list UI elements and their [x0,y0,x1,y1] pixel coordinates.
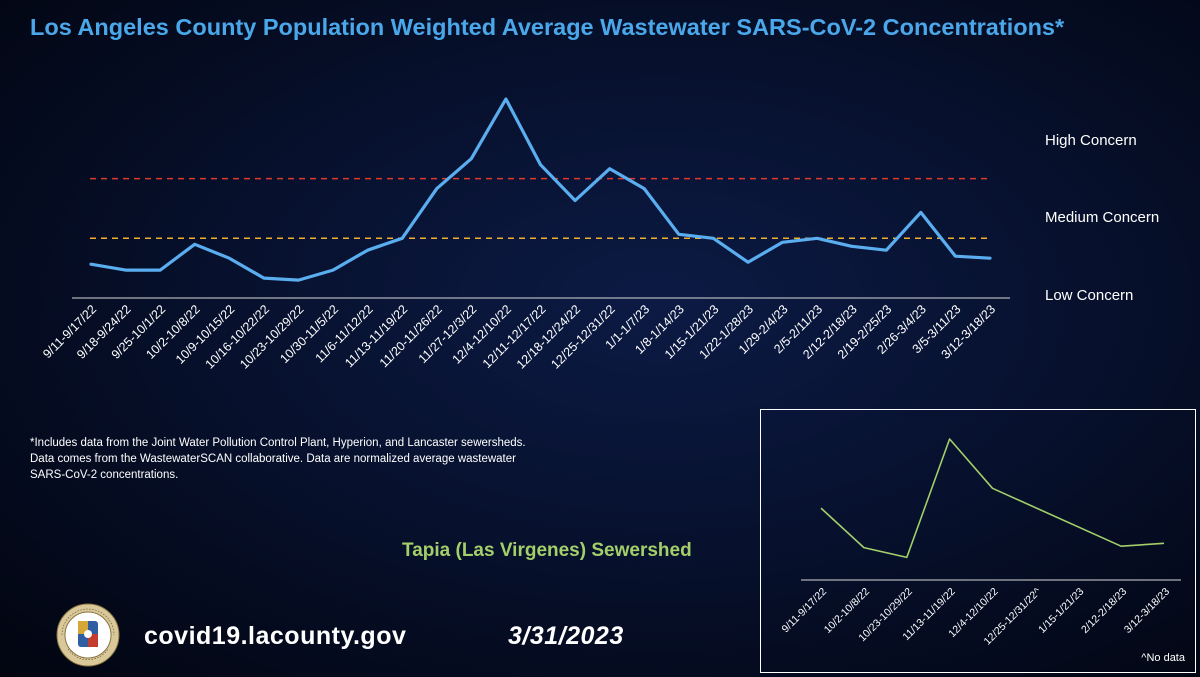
no-data-note: ^No data [1141,652,1185,664]
inset-chart-box: 9/11-9/17/22 10/2-10/8/22 10/23-10/29/22 11… [760,409,1196,673]
footnote-line: SARS-CoV-2 concentrations. [30,469,179,481]
footnote-line: Data comes from the WastewaterSCAN colla… [30,453,516,465]
report-date: 3/31/2023 [508,622,624,650]
website-link[interactable]: covid19.lacounty.gov [144,622,407,650]
main-chart: 9/11-9/17/229/18-9/24/229/25-10/1/2210/2… [72,97,1010,299]
inset-series-line [820,438,1165,559]
footnote: *Includes data from the Joint Water Poll… [30,435,630,483]
low-concern-label: Low Concern [1045,287,1134,304]
high-concern-label: High Concern [1045,132,1137,149]
inset-chart: 9/11-9/17/2210/2-10/8/2210/23-10/29/2211… [779,438,1181,648]
chart-title: Los Angeles County Population Weighted A… [30,14,1065,40]
series-line [89,97,992,282]
county-seal-icon [56,603,120,667]
inset-x-tick-label: 3/12-3/18/23 [1122,586,1172,636]
tapia-sewershed-title: Tapia (Las Virgenes) Sewershed [402,540,692,561]
medium-concern-label: Medium Concern [1045,209,1160,226]
footnote-line: *Includes data from the Joint Water Poll… [30,437,526,449]
